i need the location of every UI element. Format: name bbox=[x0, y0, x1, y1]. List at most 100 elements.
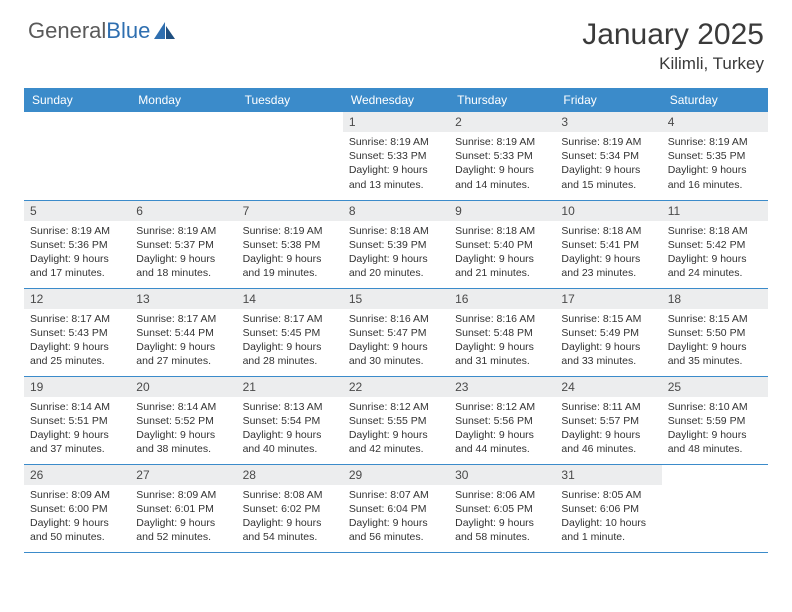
calendar-day-cell: 18Sunrise: 8:15 AMSunset: 5:50 PMDayligh… bbox=[662, 288, 768, 376]
day-details: Sunrise: 8:13 AMSunset: 5:54 PMDaylight:… bbox=[237, 397, 343, 461]
calendar-day-cell: 1Sunrise: 8:19 AMSunset: 5:33 PMDaylight… bbox=[343, 112, 449, 200]
day-details: Sunrise: 8:17 AMSunset: 5:44 PMDaylight:… bbox=[130, 309, 236, 373]
day-details: Sunrise: 8:19 AMSunset: 5:33 PMDaylight:… bbox=[343, 132, 449, 196]
weekday-header: Saturday bbox=[662, 88, 768, 112]
location-label: Kilimli, Turkey bbox=[582, 54, 764, 74]
calendar-table: SundayMondayTuesdayWednesdayThursdayFrid… bbox=[24, 88, 768, 553]
weekday-header: Wednesday bbox=[343, 88, 449, 112]
calendar-day-cell: 10Sunrise: 8:18 AMSunset: 5:41 PMDayligh… bbox=[555, 200, 661, 288]
day-details: Sunrise: 8:17 AMSunset: 5:45 PMDaylight:… bbox=[237, 309, 343, 373]
day-number: 9 bbox=[449, 201, 555, 221]
calendar-empty-cell bbox=[662, 464, 768, 552]
day-number: 17 bbox=[555, 289, 661, 309]
calendar-day-cell: 22Sunrise: 8:12 AMSunset: 5:55 PMDayligh… bbox=[343, 376, 449, 464]
calendar-day-cell: 29Sunrise: 8:07 AMSunset: 6:04 PMDayligh… bbox=[343, 464, 449, 552]
calendar-day-cell: 28Sunrise: 8:08 AMSunset: 6:02 PMDayligh… bbox=[237, 464, 343, 552]
day-number: 20 bbox=[130, 377, 236, 397]
day-number: 28 bbox=[237, 465, 343, 485]
logo-text-general: General bbox=[28, 18, 106, 43]
weekday-header-row: SundayMondayTuesdayWednesdayThursdayFrid… bbox=[24, 88, 768, 112]
month-title: January 2025 bbox=[582, 18, 764, 52]
calendar-day-cell: 23Sunrise: 8:12 AMSunset: 5:56 PMDayligh… bbox=[449, 376, 555, 464]
calendar-empty-cell bbox=[24, 112, 130, 200]
day-number: 29 bbox=[343, 465, 449, 485]
calendar-day-cell: 6Sunrise: 8:19 AMSunset: 5:37 PMDaylight… bbox=[130, 200, 236, 288]
calendar-day-cell: 5Sunrise: 8:19 AMSunset: 5:36 PMDaylight… bbox=[24, 200, 130, 288]
calendar-week-row: 1Sunrise: 8:19 AMSunset: 5:33 PMDaylight… bbox=[24, 112, 768, 200]
day-number: 3 bbox=[555, 112, 661, 132]
calendar-empty-cell bbox=[237, 112, 343, 200]
day-details: Sunrise: 8:18 AMSunset: 5:42 PMDaylight:… bbox=[662, 221, 768, 285]
logo-sail-icon bbox=[154, 22, 176, 40]
day-details: Sunrise: 8:11 AMSunset: 5:57 PMDaylight:… bbox=[555, 397, 661, 461]
calendar-week-row: 19Sunrise: 8:14 AMSunset: 5:51 PMDayligh… bbox=[24, 376, 768, 464]
calendar-day-cell: 30Sunrise: 8:06 AMSunset: 6:05 PMDayligh… bbox=[449, 464, 555, 552]
weekday-header: Monday bbox=[130, 88, 236, 112]
day-details: Sunrise: 8:12 AMSunset: 5:55 PMDaylight:… bbox=[343, 397, 449, 461]
day-number: 18 bbox=[662, 289, 768, 309]
weekday-header: Sunday bbox=[24, 88, 130, 112]
day-number: 22 bbox=[343, 377, 449, 397]
calendar-day-cell: 2Sunrise: 8:19 AMSunset: 5:33 PMDaylight… bbox=[449, 112, 555, 200]
day-details: Sunrise: 8:07 AMSunset: 6:04 PMDaylight:… bbox=[343, 485, 449, 549]
day-details: Sunrise: 8:15 AMSunset: 5:50 PMDaylight:… bbox=[662, 309, 768, 373]
logo-text: GeneralBlue bbox=[28, 18, 150, 44]
weekday-header: Friday bbox=[555, 88, 661, 112]
day-details: Sunrise: 8:09 AMSunset: 6:01 PMDaylight:… bbox=[130, 485, 236, 549]
calendar-day-cell: 3Sunrise: 8:19 AMSunset: 5:34 PMDaylight… bbox=[555, 112, 661, 200]
calendar-day-cell: 7Sunrise: 8:19 AMSunset: 5:38 PMDaylight… bbox=[237, 200, 343, 288]
calendar-day-cell: 12Sunrise: 8:17 AMSunset: 5:43 PMDayligh… bbox=[24, 288, 130, 376]
calendar-day-cell: 20Sunrise: 8:14 AMSunset: 5:52 PMDayligh… bbox=[130, 376, 236, 464]
day-details: Sunrise: 8:17 AMSunset: 5:43 PMDaylight:… bbox=[24, 309, 130, 373]
day-details: Sunrise: 8:05 AMSunset: 6:06 PMDaylight:… bbox=[555, 485, 661, 549]
calendar-day-cell: 15Sunrise: 8:16 AMSunset: 5:47 PMDayligh… bbox=[343, 288, 449, 376]
calendar-day-cell: 21Sunrise: 8:13 AMSunset: 5:54 PMDayligh… bbox=[237, 376, 343, 464]
calendar-day-cell: 26Sunrise: 8:09 AMSunset: 6:00 PMDayligh… bbox=[24, 464, 130, 552]
calendar-day-cell: 16Sunrise: 8:16 AMSunset: 5:48 PMDayligh… bbox=[449, 288, 555, 376]
weekday-header: Tuesday bbox=[237, 88, 343, 112]
day-details: Sunrise: 8:19 AMSunset: 5:38 PMDaylight:… bbox=[237, 221, 343, 285]
day-number: 19 bbox=[24, 377, 130, 397]
day-details: Sunrise: 8:09 AMSunset: 6:00 PMDaylight:… bbox=[24, 485, 130, 549]
day-number: 10 bbox=[555, 201, 661, 221]
calendar-week-row: 12Sunrise: 8:17 AMSunset: 5:43 PMDayligh… bbox=[24, 288, 768, 376]
day-number: 16 bbox=[449, 289, 555, 309]
day-number: 26 bbox=[24, 465, 130, 485]
day-details: Sunrise: 8:16 AMSunset: 5:47 PMDaylight:… bbox=[343, 309, 449, 373]
calendar-day-cell: 4Sunrise: 8:19 AMSunset: 5:35 PMDaylight… bbox=[662, 112, 768, 200]
day-number: 27 bbox=[130, 465, 236, 485]
weekday-header: Thursday bbox=[449, 88, 555, 112]
calendar-day-cell: 24Sunrise: 8:11 AMSunset: 5:57 PMDayligh… bbox=[555, 376, 661, 464]
day-number: 25 bbox=[662, 377, 768, 397]
day-number: 23 bbox=[449, 377, 555, 397]
calendar-day-cell: 19Sunrise: 8:14 AMSunset: 5:51 PMDayligh… bbox=[24, 376, 130, 464]
calendar-day-cell: 27Sunrise: 8:09 AMSunset: 6:01 PMDayligh… bbox=[130, 464, 236, 552]
day-number: 6 bbox=[130, 201, 236, 221]
logo: GeneralBlue bbox=[28, 18, 176, 44]
calendar-empty-cell bbox=[130, 112, 236, 200]
day-number: 30 bbox=[449, 465, 555, 485]
day-details: Sunrise: 8:19 AMSunset: 5:33 PMDaylight:… bbox=[449, 132, 555, 196]
calendar-day-cell: 14Sunrise: 8:17 AMSunset: 5:45 PMDayligh… bbox=[237, 288, 343, 376]
day-details: Sunrise: 8:15 AMSunset: 5:49 PMDaylight:… bbox=[555, 309, 661, 373]
day-number: 31 bbox=[555, 465, 661, 485]
calendar-day-cell: 17Sunrise: 8:15 AMSunset: 5:49 PMDayligh… bbox=[555, 288, 661, 376]
day-details: Sunrise: 8:14 AMSunset: 5:52 PMDaylight:… bbox=[130, 397, 236, 461]
day-details: Sunrise: 8:18 AMSunset: 5:39 PMDaylight:… bbox=[343, 221, 449, 285]
calendar-week-row: 5Sunrise: 8:19 AMSunset: 5:36 PMDaylight… bbox=[24, 200, 768, 288]
day-details: Sunrise: 8:19 AMSunset: 5:37 PMDaylight:… bbox=[130, 221, 236, 285]
day-number: 4 bbox=[662, 112, 768, 132]
day-details: Sunrise: 8:19 AMSunset: 5:36 PMDaylight:… bbox=[24, 221, 130, 285]
calendar-day-cell: 13Sunrise: 8:17 AMSunset: 5:44 PMDayligh… bbox=[130, 288, 236, 376]
day-number: 21 bbox=[237, 377, 343, 397]
day-details: Sunrise: 8:06 AMSunset: 6:05 PMDaylight:… bbox=[449, 485, 555, 549]
day-details: Sunrise: 8:14 AMSunset: 5:51 PMDaylight:… bbox=[24, 397, 130, 461]
calendar-day-cell: 31Sunrise: 8:05 AMSunset: 6:06 PMDayligh… bbox=[555, 464, 661, 552]
day-details: Sunrise: 8:10 AMSunset: 5:59 PMDaylight:… bbox=[662, 397, 768, 461]
calendar-day-cell: 25Sunrise: 8:10 AMSunset: 5:59 PMDayligh… bbox=[662, 376, 768, 464]
day-details: Sunrise: 8:16 AMSunset: 5:48 PMDaylight:… bbox=[449, 309, 555, 373]
day-number: 8 bbox=[343, 201, 449, 221]
day-number: 14 bbox=[237, 289, 343, 309]
day-number: 7 bbox=[237, 201, 343, 221]
day-details: Sunrise: 8:19 AMSunset: 5:35 PMDaylight:… bbox=[662, 132, 768, 196]
